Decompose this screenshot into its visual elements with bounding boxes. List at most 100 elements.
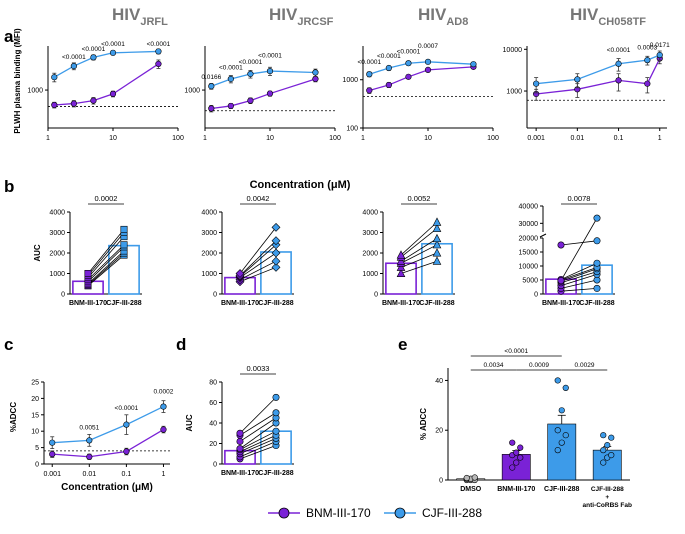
- paired-line: [87, 236, 125, 278]
- paired-line: [239, 260, 277, 281]
- p-value-label: 0.0051: [79, 425, 99, 432]
- data-point: [272, 409, 280, 417]
- series-line: [54, 63, 159, 106]
- p-value-label: <0.0001: [115, 405, 139, 412]
- data-point: [312, 69, 319, 76]
- data-point: [432, 223, 442, 232]
- x-category-label: CJF-III-288: [258, 470, 294, 477]
- data-point: [600, 459, 607, 466]
- paired-line: [560, 217, 598, 281]
- data-point: [235, 269, 245, 278]
- p-value-label: 0.0009: [529, 362, 549, 369]
- y-axis-label: PLWH plasma binding (MFI): [13, 28, 22, 134]
- data-point: [90, 97, 97, 104]
- data-point: [396, 256, 406, 265]
- data-point: [227, 75, 234, 83]
- data-point: [120, 225, 128, 233]
- p-value-label: <0.0001: [239, 59, 263, 66]
- y-tick-label: 2000: [49, 251, 65, 258]
- y-axis-label: AUC: [185, 414, 194, 432]
- y-tick-label: 0: [213, 292, 217, 299]
- y-tick-label: 3000: [362, 230, 378, 237]
- legend-label-bnm: BNM-III-170: [306, 506, 371, 520]
- paired-line: [239, 227, 277, 274]
- x-tick-label: 10: [109, 135, 117, 142]
- data-point: [554, 447, 561, 454]
- y-tick-label: 4000: [49, 210, 65, 217]
- data-point: [271, 262, 281, 272]
- p-value-label: 0.0042: [247, 194, 270, 203]
- x-category-label-line: CJF-III-288: [591, 486, 624, 493]
- data-point: [513, 459, 520, 466]
- x-tick-label: 100: [329, 135, 341, 142]
- x-category-label: BNM-III-170: [221, 300, 259, 307]
- y-tick-label: 10: [31, 429, 39, 436]
- data-point: [271, 248, 281, 258]
- data-point: [463, 474, 470, 482]
- y-tick-label: 2000: [362, 251, 378, 258]
- data-point: [432, 256, 442, 265]
- y-tick-label: 1000: [506, 89, 522, 96]
- p-value-label: <0.0001: [101, 41, 125, 48]
- data-point: [247, 97, 254, 104]
- data-point: [593, 214, 601, 222]
- x-category-label: BNM-III-170: [497, 486, 535, 493]
- y-tick-label: 60: [209, 400, 217, 407]
- data-point: [271, 236, 281, 246]
- y-tick-label: 0: [35, 462, 39, 469]
- x-category-label: BNM-III-170: [221, 470, 259, 477]
- y-axis-label: % ADCC: [419, 408, 428, 440]
- y-tick-label: 3000: [49, 230, 65, 237]
- data-point: [470, 61, 477, 68]
- y-tick-label: 40: [209, 421, 217, 428]
- x-tick-label: 0.001: [527, 135, 545, 142]
- data-point: [554, 377, 561, 384]
- data-point: [432, 233, 442, 243]
- x-tick-label: 0.01: [82, 471, 96, 478]
- data-point: [70, 62, 77, 70]
- p-value-label: 0.0033: [247, 364, 270, 373]
- series-line: [52, 429, 164, 458]
- p-value-label: 0.0007: [418, 43, 438, 50]
- data-point: [608, 434, 615, 441]
- paired-line: [87, 244, 125, 280]
- data-point: [86, 453, 93, 460]
- data-point: [644, 57, 651, 64]
- x-category-label: CJF-III-288: [419, 300, 455, 307]
- data-point: [557, 277, 565, 285]
- p-value-label: <0.0001: [377, 53, 401, 60]
- data-point: [160, 403, 167, 410]
- data-point: [615, 77, 622, 84]
- paired-line: [239, 430, 277, 451]
- y-axis-label: AUC: [33, 244, 42, 262]
- p-value-label: <0.0001: [219, 65, 243, 72]
- data-point: [554, 427, 561, 434]
- p-value-label: <0.0001: [258, 52, 282, 59]
- data-point: [396, 250, 406, 259]
- data-point: [120, 241, 128, 249]
- panel-label-d: d: [176, 335, 186, 354]
- p-value-label: 0.0034: [484, 362, 504, 369]
- x-tick-label: 0.001: [43, 471, 61, 478]
- chart-b-jrcsf: 0 1000 2000 3000 4000 BNM-III-170 CJF-III-288 0…: [201, 194, 294, 307]
- data-point: [604, 442, 611, 449]
- chart-d-adcc-auc: 0 20 40 60 80 AUC BNM-III-170 CJF-III-288 0.0033: [185, 364, 294, 477]
- y-tick-label: 0: [213, 462, 217, 469]
- paired-line: [87, 232, 125, 276]
- y-tick-label: 20: [209, 441, 217, 448]
- data-point: [272, 427, 280, 435]
- data-point: [155, 60, 162, 67]
- paired-line: [239, 417, 277, 442]
- x-axis-label: Concentration (μM): [61, 482, 153, 493]
- p-value-label: <0.0001: [147, 41, 171, 48]
- data-point: [123, 448, 130, 455]
- data-point: [405, 60, 412, 67]
- data-point: [236, 437, 244, 445]
- data-point: [600, 447, 607, 454]
- paired-line: [239, 441, 277, 458]
- p-value-label: <0.0001: [607, 47, 631, 54]
- title-ad8: HIVAD8: [418, 5, 468, 28]
